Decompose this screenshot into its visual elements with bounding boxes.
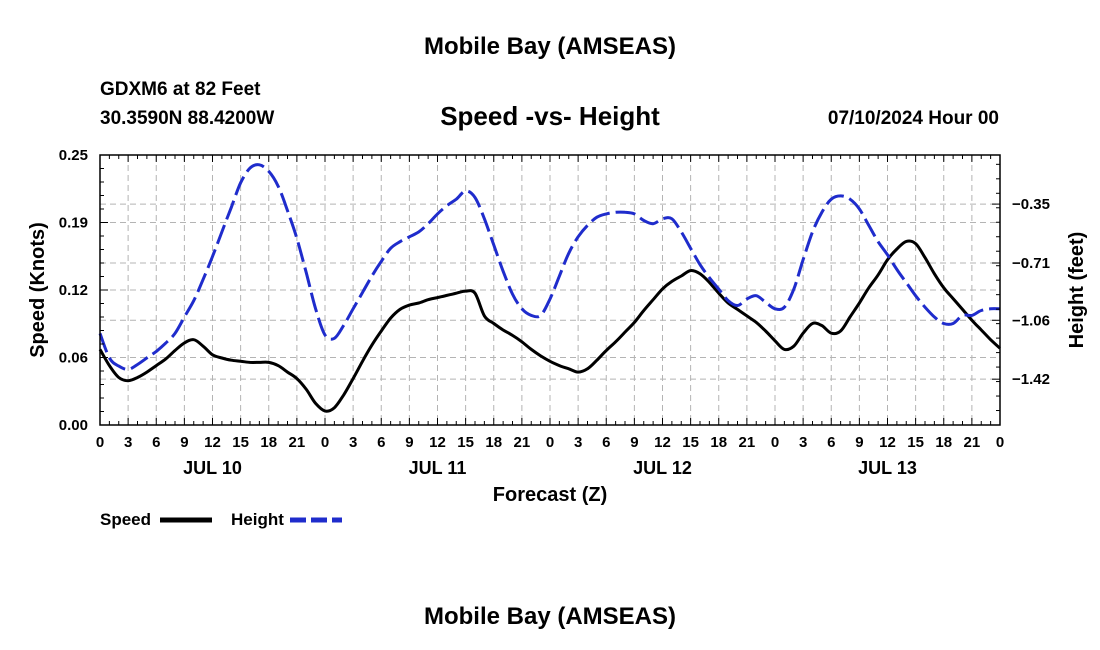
x-tick-label: 21 <box>964 434 981 451</box>
x-tick-label: 18 <box>485 434 502 451</box>
y-axis-left-label: Speed (Knots) <box>27 222 49 358</box>
x-tick-label: 21 <box>514 434 531 451</box>
day-labels: JUL 10 JUL 11 JUL 12 JUL 13 <box>183 458 917 478</box>
x-tick-label: 6 <box>152 434 160 451</box>
right-tick-label: −1.42 <box>1012 371 1050 388</box>
x-tick-label: 0 <box>771 434 779 451</box>
left-tick-label: 0.12 <box>59 282 88 299</box>
x-tick-label: 3 <box>124 434 132 451</box>
y-axis-right-label: Height (feet) <box>1066 232 1088 349</box>
grid-lines <box>100 155 1000 425</box>
location-label: 30.3590N 88.4200W <box>100 108 274 129</box>
right-tick-label: −1.06 <box>1012 312 1050 329</box>
legend: Speed Height <box>100 510 342 529</box>
x-tick-label: 0 <box>996 434 1004 451</box>
x-tick-label: 21 <box>739 434 756 451</box>
run-time-label: 07/10/2024 Hour 00 <box>828 108 999 129</box>
left-tick-labels: 0.00 0.06 0.12 0.19 0.25 <box>59 147 88 434</box>
x-tick-labels: 0 3 6 9 12 15 18 21 0 3 6 9 12 15 18 21 0 3 6 9 12 15 18 21 0 3 6 9… <box>96 434 1004 451</box>
left-tick-label: 0.06 <box>59 350 88 367</box>
x-tick-label: 6 <box>827 434 835 451</box>
x-tick-label: 0 <box>96 434 104 451</box>
legend-height-label: Height <box>231 510 284 529</box>
x-tick-label: 9 <box>405 434 413 451</box>
footer-title: Mobile Bay (AMSEAS) <box>424 603 676 630</box>
x-tick-label: 12 <box>429 434 446 451</box>
x-tick-label: 0 <box>321 434 329 451</box>
x-tick-label: 3 <box>799 434 807 451</box>
x-tick-label: 3 <box>574 434 582 451</box>
x-tick-label: 9 <box>855 434 863 451</box>
day-label: JUL 11 <box>409 458 467 478</box>
left-tick-label: 0.00 <box>59 417 88 434</box>
right-tick-label: −0.35 <box>1012 196 1050 213</box>
chart-title: Mobile Bay (AMSEAS) <box>424 33 676 60</box>
x-tick-label: 18 <box>935 434 952 451</box>
legend-speed-label: Speed <box>100 510 151 529</box>
x-tick-label: 15 <box>457 434 474 451</box>
right-tick-label: −0.71 <box>1012 255 1050 272</box>
x-tick-label: 3 <box>349 434 357 451</box>
x-tick-label: 12 <box>654 434 671 451</box>
x-tick-label: 6 <box>377 434 385 451</box>
x-tick-label: 12 <box>204 434 221 451</box>
left-tick-label: 0.25 <box>59 147 88 164</box>
x-tick-label: 21 <box>289 434 306 451</box>
left-tick-label: 0.19 <box>59 215 88 232</box>
x-tick-label: 12 <box>879 434 896 451</box>
right-tick-labels: −1.42 −1.06 −0.71 −0.35 <box>1012 196 1050 388</box>
day-label: JUL 13 <box>858 458 917 478</box>
x-tick-label: 18 <box>260 434 277 451</box>
x-tick-label: 6 <box>602 434 610 451</box>
day-label: JUL 12 <box>633 458 692 478</box>
series-line-height <box>98 163 1001 371</box>
series-lines <box>98 163 1001 413</box>
station-label: GDXM6 at 82 Feet <box>100 79 261 100</box>
x-tick-label: 9 <box>630 434 638 451</box>
axis-ticks <box>99 154 1001 426</box>
x-tick-label: 15 <box>682 434 699 451</box>
x-axis-label: Forecast (Z) <box>493 484 607 506</box>
x-tick-label: 18 <box>710 434 727 451</box>
x-tick-label: 9 <box>180 434 188 451</box>
x-tick-label: 0 <box>546 434 554 451</box>
chart-subtitle: Speed -vs- Height <box>440 101 660 131</box>
x-tick-label: 15 <box>232 434 249 451</box>
x-tick-label: 15 <box>907 434 924 451</box>
series-line-speed <box>98 239 1001 413</box>
day-label: JUL 10 <box>183 458 242 478</box>
